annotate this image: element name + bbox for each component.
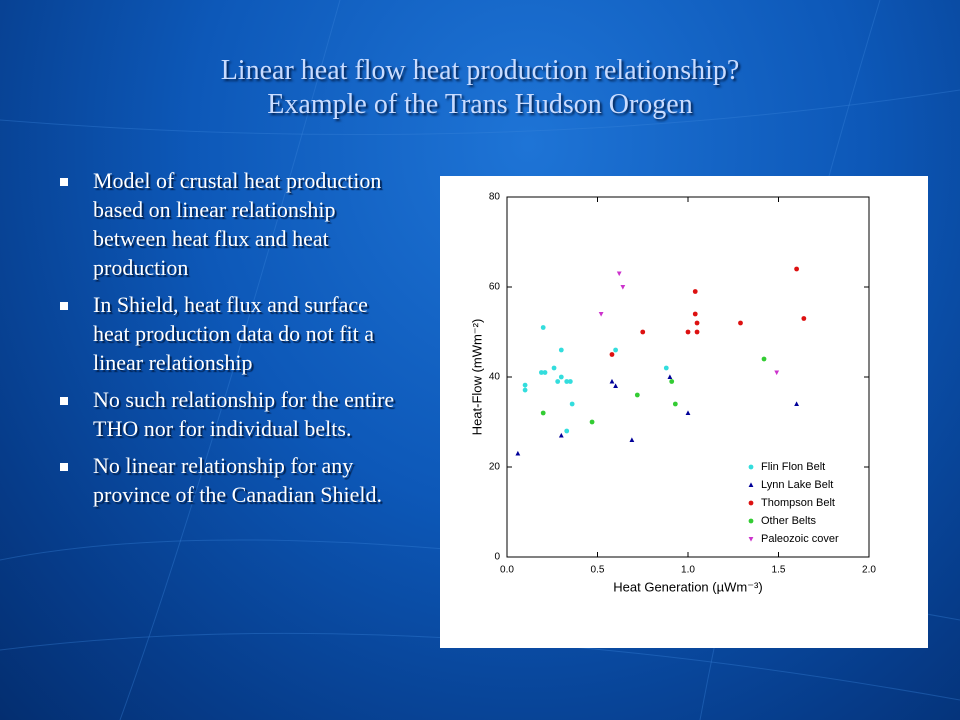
data-point	[685, 329, 691, 335]
data-point	[794, 401, 799, 406]
data-point	[522, 382, 528, 388]
data-point	[667, 374, 673, 379]
data-point	[564, 428, 570, 434]
legend-label: Thompson Belt	[761, 497, 835, 509]
y-axis-label: Heat-Flow (mWm⁻²)	[469, 319, 484, 436]
x-tick-label: 2.0	[862, 565, 876, 576]
title-line: Linear heat flow heat production relatio…	[220, 55, 740, 86]
data-point	[616, 271, 622, 277]
x-tick-label: 1.5	[772, 565, 786, 576]
data-point	[542, 370, 548, 375]
legend-marker	[748, 464, 754, 470]
chart: Heat Generation (µWm⁻³) Heat-Flow (mWm⁻²…	[440, 176, 928, 648]
legend-label: Flin Flon Belt	[761, 461, 825, 473]
data-point	[515, 450, 521, 456]
data-point	[609, 352, 615, 357]
data-point	[540, 325, 546, 330]
data-point	[558, 347, 564, 353]
data-point	[609, 378, 615, 384]
data-point	[613, 383, 618, 388]
data-point	[694, 320, 700, 326]
data-point	[640, 329, 646, 335]
bullet: In Shield, heat flux and surface heat pr…	[58, 290, 398, 377]
title-line: Example of the Trans Hudson Orogen	[267, 89, 693, 120]
data-point	[685, 410, 691, 415]
y-tick-label: 20	[489, 462, 501, 473]
bullet: No such relationship for the entire THO …	[58, 385, 398, 443]
legend-label: Paleozoic cover	[761, 533, 839, 545]
legend-label: Other Belts	[761, 515, 817, 527]
data-point	[522, 387, 528, 393]
data-point	[613, 347, 618, 353]
data-point	[598, 312, 604, 317]
data-point	[794, 266, 799, 272]
legend-marker	[748, 537, 754, 542]
data-point	[620, 285, 626, 290]
data-point	[551, 365, 557, 371]
data-point	[692, 311, 698, 317]
data-point	[692, 289, 698, 294]
bullet-list: Model of crustal heat production based o…	[58, 166, 398, 517]
y-tick-label: 80	[489, 192, 501, 203]
legend-label: Lynn Lake Belt	[761, 479, 833, 491]
data-point	[558, 432, 564, 438]
bullet: No linear relationship for any province …	[58, 451, 398, 509]
data-point	[761, 356, 767, 362]
data-point	[774, 370, 780, 376]
legend-marker	[748, 500, 754, 506]
data-point	[558, 374, 564, 380]
data-point	[634, 392, 640, 398]
legend-marker	[748, 482, 754, 487]
data-point	[663, 365, 669, 371]
data-point	[555, 379, 561, 384]
x-tick-label: 0.0	[500, 565, 514, 576]
slide-title: Linear heat flow heat production relatio…	[60, 54, 900, 122]
data-point	[540, 410, 546, 416]
legend-marker	[748, 518, 754, 524]
x-tick-label: 0.5	[591, 565, 605, 576]
x-tick-label: 1.0	[681, 565, 695, 576]
data-point	[538, 370, 544, 375]
data-point	[569, 401, 575, 407]
y-tick-label: 40	[489, 372, 501, 383]
data-point	[589, 419, 595, 425]
y-tick-label: 60	[489, 282, 501, 293]
data-point	[669, 379, 675, 384]
data-point	[672, 401, 678, 407]
data-point	[801, 316, 807, 321]
y-tick-label: 0	[494, 552, 500, 563]
data-point	[738, 320, 743, 326]
data-point	[694, 329, 700, 335]
x-axis-label: Heat Generation (µWm⁻³)	[613, 579, 762, 594]
data-point	[567, 379, 573, 384]
data-point	[564, 379, 570, 384]
bullet: Model of crustal heat production based o…	[58, 166, 398, 282]
data-point	[629, 437, 635, 442]
